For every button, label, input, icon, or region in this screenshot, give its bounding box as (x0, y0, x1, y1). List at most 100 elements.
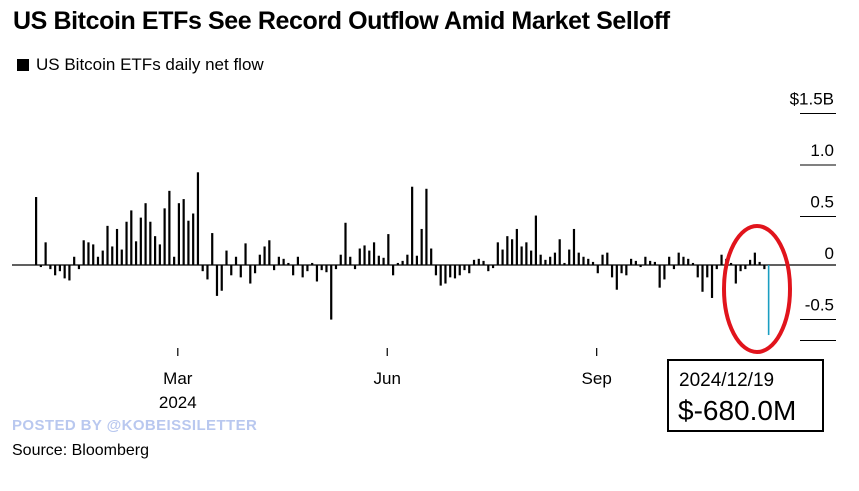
bar (325, 265, 328, 273)
bar (591, 261, 595, 265)
bar (715, 265, 718, 270)
bar (558, 239, 561, 265)
bar (758, 261, 761, 265)
bar (677, 252, 680, 265)
bar (368, 250, 371, 265)
bar (239, 265, 242, 278)
bar (206, 265, 209, 280)
bar (668, 256, 671, 265)
bar (358, 248, 361, 265)
bar (111, 246, 114, 265)
bar (672, 265, 676, 270)
y-tick-label: $1.5B (790, 90, 834, 109)
bar (63, 265, 66, 279)
bar (511, 239, 514, 265)
bar (253, 265, 257, 274)
chart-title: US Bitcoin ETFs See Record Outflow Amid … (13, 7, 670, 35)
bar (87, 242, 90, 265)
bar (163, 208, 166, 265)
bar (663, 265, 666, 280)
bar (39, 265, 42, 268)
x-tick-label: Mar (163, 369, 193, 388)
bar (696, 265, 699, 278)
bar (344, 222, 347, 265)
bar (225, 250, 228, 265)
bar (77, 265, 81, 270)
bar (482, 260, 485, 265)
bar (249, 265, 252, 284)
bar (506, 236, 509, 265)
bar (273, 265, 276, 271)
bar (601, 254, 604, 265)
bar (615, 265, 618, 290)
y-tick-label: 0 (825, 244, 834, 263)
bar (577, 252, 580, 265)
highlighted-bar (767, 265, 770, 336)
callout-date: 2024/12/19 (679, 370, 775, 391)
bar (106, 225, 109, 265)
bar (382, 257, 385, 265)
bar (234, 256, 238, 265)
bar (187, 220, 190, 265)
bar (320, 265, 323, 271)
bar (396, 262, 399, 265)
bar (449, 265, 452, 278)
bar (534, 215, 537, 265)
bar (49, 265, 52, 270)
bar (434, 265, 438, 276)
legend: US Bitcoin ETFs daily net flow (17, 55, 264, 75)
bar (501, 249, 504, 265)
bar (158, 244, 161, 265)
y-tick-label: -0.5 (805, 296, 834, 315)
bar (572, 228, 576, 265)
bar (363, 245, 366, 265)
bar (258, 254, 261, 265)
bar (539, 254, 542, 265)
bar (292, 265, 295, 276)
bar (515, 228, 518, 265)
bar (330, 265, 333, 320)
bar (196, 172, 200, 265)
bar (468, 265, 471, 274)
bar (35, 197, 38, 265)
bar (372, 242, 376, 265)
x-tick-label: Sep (582, 369, 612, 388)
bar (520, 246, 523, 265)
bar (96, 256, 100, 265)
bar (277, 256, 280, 265)
bar (653, 261, 656, 265)
bar (139, 217, 142, 265)
highlight-circle (722, 224, 792, 354)
legend-swatch (17, 59, 29, 71)
bar (192, 213, 195, 265)
bar (211, 233, 214, 265)
bar (392, 265, 395, 276)
bar (115, 228, 119, 265)
bar (739, 265, 742, 272)
bar (177, 203, 180, 265)
bar (353, 265, 357, 270)
bar (710, 265, 714, 298)
y-tick-label: 0.5 (810, 193, 834, 212)
bar (315, 265, 319, 282)
bar (101, 250, 104, 265)
bar (620, 265, 623, 274)
bar (54, 265, 57, 276)
bar (339, 254, 342, 265)
bar (582, 256, 585, 265)
bar (644, 256, 647, 265)
bar (420, 228, 423, 265)
bar (68, 265, 71, 281)
bar (630, 258, 633, 265)
bar (201, 265, 204, 272)
bar (287, 262, 290, 265)
bar (44, 242, 47, 265)
bar (763, 265, 766, 270)
bar (472, 259, 476, 265)
bar (639, 265, 642, 268)
bar (425, 188, 428, 265)
bar (406, 254, 409, 265)
bar (658, 265, 661, 288)
bar (130, 210, 133, 265)
